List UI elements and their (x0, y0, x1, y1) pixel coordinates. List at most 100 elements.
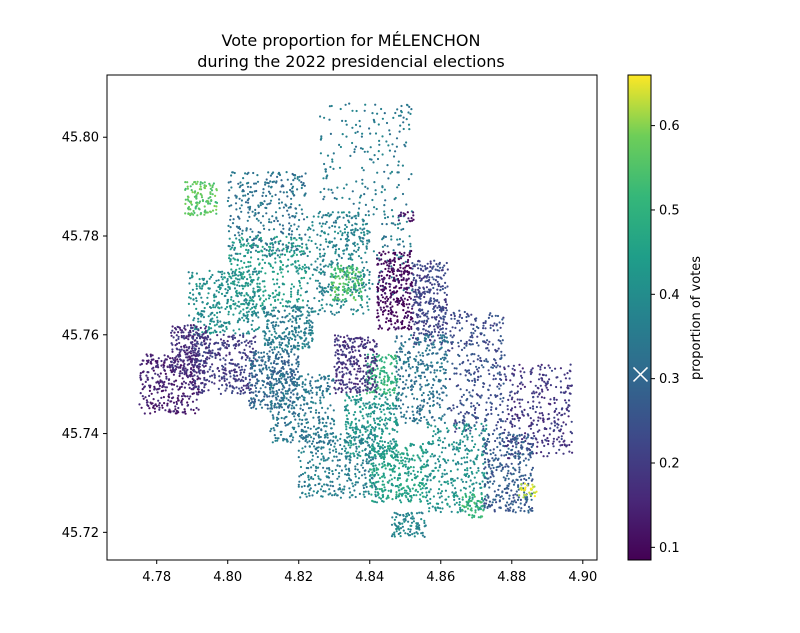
scatter-point (304, 445, 307, 448)
scatter-point (367, 336, 370, 339)
scatter-point (334, 296, 337, 300)
scatter-point (334, 221, 338, 224)
scatter-point (469, 335, 472, 339)
scatter-point (566, 406, 569, 409)
scatter-point (518, 398, 522, 401)
scatter-point (269, 254, 272, 258)
scatter-point (342, 216, 345, 219)
scatter-point (485, 408, 488, 411)
scatter-point (411, 305, 414, 308)
scatter-point (278, 292, 281, 296)
scatter-point (306, 254, 309, 258)
scatter-point (475, 393, 478, 396)
scatter-point (310, 476, 313, 479)
scatter-point (352, 443, 355, 446)
scatter-point (327, 457, 330, 460)
scatter-point (552, 437, 556, 440)
scatter-point (389, 416, 392, 420)
scatter-point (387, 267, 390, 270)
scatter-point (393, 470, 396, 473)
scatter-point (272, 306, 275, 309)
scatter-point (353, 455, 356, 458)
scatter-point (283, 338, 286, 341)
scatter-point (368, 391, 371, 394)
scatter-point (386, 264, 389, 267)
scatter-point (187, 199, 190, 202)
scatter-point (364, 490, 367, 493)
scatter-point (239, 184, 242, 187)
scatter-point (198, 188, 201, 191)
scatter-point (387, 270, 390, 273)
scatter-point (413, 276, 416, 280)
scatter-point (247, 211, 250, 214)
scatter-point (277, 309, 280, 312)
scatter-point (361, 223, 365, 226)
scatter-point (344, 103, 347, 106)
scatter-point (347, 253, 351, 256)
scatter-point (385, 121, 389, 125)
scatter-point (400, 252, 403, 256)
scatter-point (231, 272, 234, 275)
scatter-point (251, 306, 254, 309)
scatter-point (457, 353, 460, 356)
scatter-point (379, 284, 382, 287)
scatter-point (505, 445, 508, 448)
scatter-point (204, 211, 207, 214)
scatter-point (379, 299, 382, 302)
scatter-point (387, 177, 390, 180)
scatter-point (274, 257, 277, 260)
scatter-point (333, 344, 336, 347)
scatter-point (417, 484, 420, 487)
scatter-point (224, 307, 227, 310)
scatter-point (292, 194, 295, 197)
scatter-point (420, 278, 423, 281)
scatter-point (237, 281, 240, 284)
scatter-point (295, 253, 298, 256)
scatter-point (233, 274, 236, 277)
scatter-point (251, 319, 254, 322)
scatter-point (445, 340, 449, 343)
scatter-point (224, 288, 227, 291)
scatter-point (261, 267, 264, 270)
scatter-point (265, 194, 268, 197)
scatter-point (400, 111, 403, 114)
scatter-point (458, 315, 461, 318)
scatter-point (297, 483, 300, 486)
scatter-point (558, 440, 561, 443)
scatter-point (374, 376, 377, 379)
scatter-point (470, 334, 473, 337)
scatter-point (335, 337, 338, 340)
scatter-point (227, 230, 231, 233)
scatter-point (430, 386, 433, 389)
scatter-point (301, 347, 304, 350)
scatter-point (339, 230, 342, 233)
scatter-point (411, 487, 414, 490)
scatter-point (247, 201, 250, 204)
scatter-point (423, 375, 426, 378)
scatter-point (307, 433, 310, 436)
scatter-point (324, 470, 327, 473)
scatter-point (414, 298, 417, 301)
scatter-point (413, 382, 416, 385)
scatter-point (438, 304, 441, 307)
scatter-point (475, 416, 478, 419)
scatter-point (523, 408, 526, 411)
scatter-point (503, 354, 506, 357)
scatter-point (233, 287, 237, 290)
scatter-point (296, 347, 299, 350)
scatter-point (320, 452, 323, 455)
scatter-point (273, 236, 276, 239)
scatter-point (297, 341, 300, 344)
scatter-point (426, 290, 429, 294)
scatter-point (499, 426, 502, 429)
scatter-point (433, 310, 436, 313)
scatter-point (443, 421, 446, 424)
scatter-point (319, 263, 322, 266)
scatter-point (501, 420, 504, 423)
scatter-point (402, 415, 405, 418)
scatter-point (552, 445, 555, 448)
scatter-point (305, 337, 308, 340)
scatter-point (369, 382, 372, 385)
scatter-point (511, 396, 514, 399)
scatter-point (391, 305, 394, 308)
